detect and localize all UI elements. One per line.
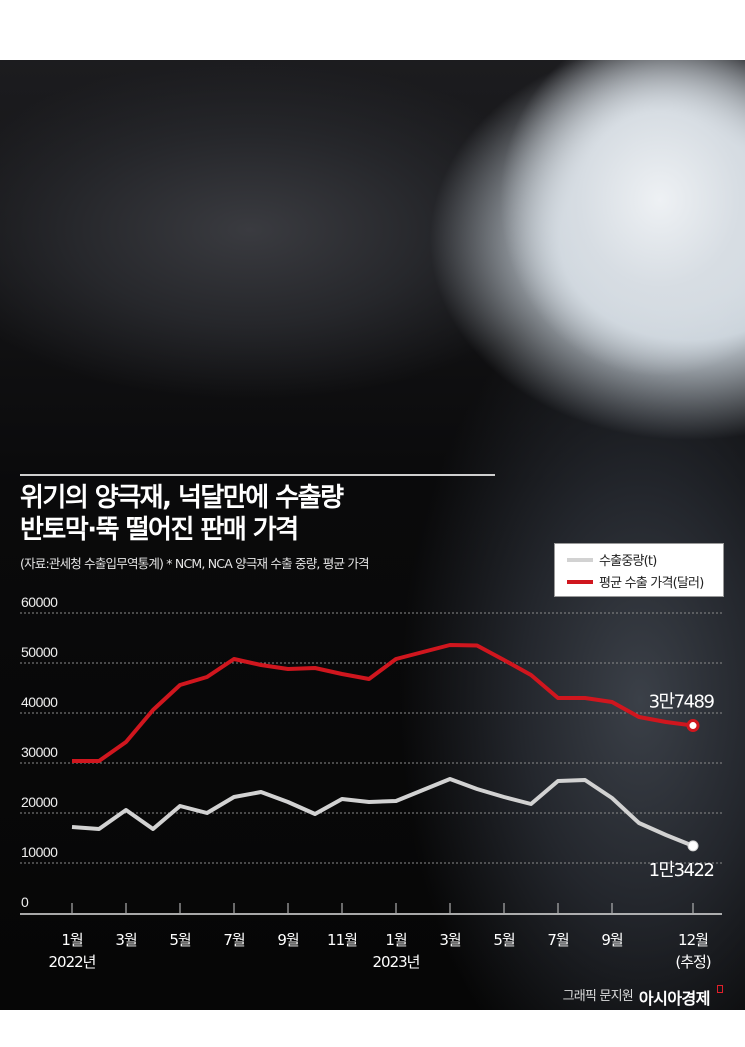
weight-end-marker	[687, 840, 699, 852]
x-tick-sublabel: 2022년	[49, 953, 96, 971]
x-tick-label: 7월	[547, 931, 569, 949]
title-rule	[20, 474, 495, 476]
legend-item-weight: 수출중량(t)	[567, 550, 657, 569]
x-tick-sublabel: 2023년	[373, 953, 420, 971]
glass-highlight	[360, 60, 745, 480]
y-tick-label: 10000	[21, 844, 58, 860]
x-tick-label: 5월	[493, 931, 515, 949]
x-tick-label: 11월	[327, 931, 357, 949]
weight-line	[71, 777, 694, 848]
credit: 그래픽 문지원 아시아경제	[563, 985, 723, 1009]
x-tick-label: 7월	[223, 931, 245, 949]
y-tick-label: 20000	[21, 794, 58, 810]
price-end-label: 3만7489	[649, 692, 715, 713]
x-tick-label: 3월	[115, 931, 137, 949]
x-tick-sublabel: (추정)	[675, 953, 710, 971]
y-tick-label: 30000	[21, 744, 58, 760]
credit-text: 그래픽 문지원	[562, 989, 634, 1004]
legend-label-price: 평균 수출 가격(달러)	[599, 576, 704, 591]
title-line-1: 위기의 양극재, 넉달만에 수출량	[20, 483, 344, 513]
x-tick-label: 1월	[385, 931, 407, 949]
legend-swatch-weight	[567, 557, 593, 562]
y-tick-label: 40000	[21, 694, 58, 710]
legend-item-price: 평균 수출 가격(달러)	[567, 572, 704, 591]
x-tick-label: 5월	[169, 931, 191, 949]
price-line	[72, 643, 694, 763]
price-end-marker	[686, 719, 700, 733]
title-line-2: 반토막·뚝 떨어진 판매 가격	[20, 515, 299, 545]
x-tick-label: 9월	[277, 931, 299, 949]
legend-label-weight: 수출중량(t)	[599, 554, 657, 569]
weight-end-label: 1만3422	[649, 860, 714, 881]
y-tick-label: 0	[21, 894, 29, 910]
y-tick-label: 60000	[21, 594, 58, 610]
x-tick-label: 3월	[439, 931, 461, 949]
publisher-logo: 아시아경제	[638, 989, 711, 1008]
source-note: (자료:관세청 수출입무역통계) * NCM, NCA 양극재 수출 중량, 평…	[20, 556, 370, 571]
y-tick-label: 50000	[21, 644, 58, 660]
legend-swatch-price	[567, 579, 593, 584]
x-tick-label: 12월	[678, 931, 708, 949]
logo-mark-icon	[717, 985, 723, 993]
x-tick-label: 9월	[601, 931, 623, 949]
x-tick-label: 1월	[61, 931, 83, 949]
legend: 수출중량(t) 평균 수출 가격(달러)	[554, 543, 724, 597]
